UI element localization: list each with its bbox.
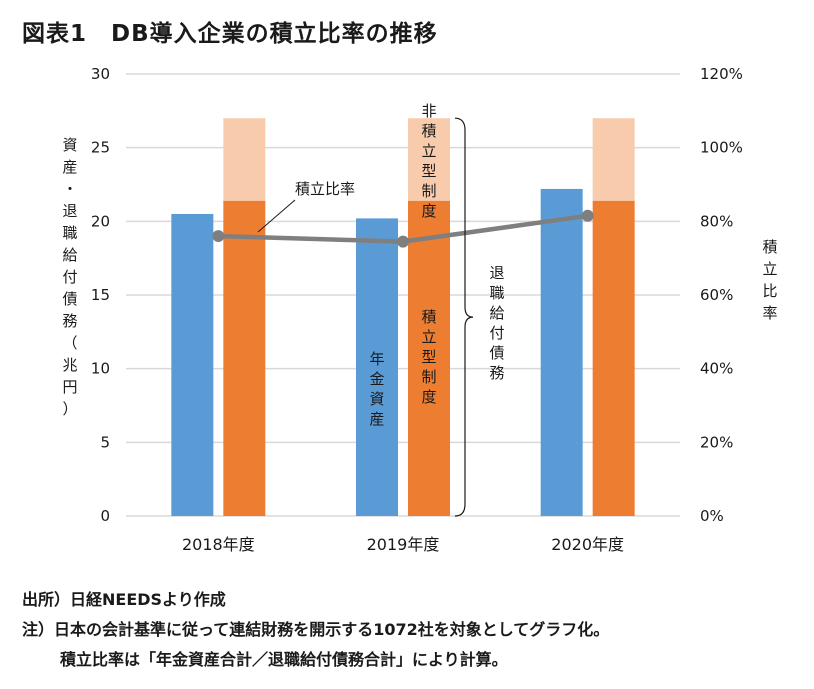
bar-funded-plan	[592, 200, 635, 516]
line-label: 積立比率	[295, 180, 355, 198]
y-tick-label: 10	[91, 360, 110, 378]
source-note: 出所）日経NEEDSより作成	[22, 590, 226, 609]
unfunded-label-char: 度	[421, 202, 436, 220]
brace-label-char: 務	[489, 364, 504, 382]
bar-unfunded-plan	[223, 118, 266, 201]
asset-label-char: 年	[369, 350, 384, 368]
brace-label-char: 債	[489, 344, 504, 362]
unfunded-label-char: 立	[421, 142, 436, 160]
funded-label-char: 度	[421, 388, 436, 406]
y-axis-title-char: 給	[62, 246, 77, 264]
y2-axis-title-char: 率	[762, 304, 777, 322]
y2-tick-label: 100%	[700, 139, 743, 157]
y-axis-title-char: 産	[62, 158, 77, 176]
y-tick-label: 5	[100, 433, 110, 451]
y-axis-title-char: 務	[62, 312, 77, 330]
asset-label-char: 金	[369, 370, 384, 388]
bar-unfunded-plan	[592, 118, 635, 201]
asset-label: 年金資産	[369, 350, 384, 428]
bar-pension-assets	[356, 218, 398, 517]
y-axis-title-char: 退	[62, 202, 77, 220]
asset-label-char: 産	[369, 410, 384, 428]
funding-ratio-line	[212, 209, 594, 248]
y-axis-title-char: 職	[62, 224, 77, 242]
y-axis-title: 資産・退職給付債務 （ 兆円 ）	[62, 136, 77, 418]
x-tick-label: 2019年度	[367, 535, 440, 554]
funded-label-char: 制	[421, 368, 436, 386]
y-tick-label: 25	[91, 139, 110, 157]
y2-axis-title-char: 積	[762, 238, 777, 256]
y-axis-title-char: 円	[62, 378, 77, 396]
asset-label-char: 資	[369, 390, 384, 408]
y2-tick-label: 20%	[700, 433, 733, 451]
brace-label: 退職給付債務	[489, 264, 504, 382]
brace-label-char: 付	[489, 324, 504, 342]
note-2: 積立比率は「年金資産合計／退職給付債務合計」により計算。	[60, 650, 508, 669]
y-axis-title-char: 債	[62, 290, 77, 308]
funding-ratio-point	[212, 230, 225, 243]
y2-axis-title: 積立比率	[762, 238, 777, 322]
unfunded-label-char: 型	[421, 162, 436, 180]
grid	[126, 73, 680, 517]
bars	[171, 118, 635, 517]
debt-brace	[454, 117, 474, 517]
funded-label-char: 型	[421, 348, 436, 366]
labels: 0 0% 5 20% 10 40% 15 60% 20 80% 25 100% 30 120% 2018年度…	[62, 65, 777, 554]
note-1: 注）日本の会計基準に従って連結財務を開示する1072社を対象としてグラフ化。	[22, 620, 610, 639]
y2-tick-label: 120%	[700, 65, 743, 83]
bar-funded-plan	[223, 200, 266, 516]
y-axis-title-char: ）	[62, 400, 77, 418]
bar-pension-assets	[171, 213, 214, 516]
chart: 0 0% 5 20% 10 40% 15 60% 20 80% 25 100% 30 120% 2018年度…	[62, 65, 777, 554]
funding-ratio-point	[581, 209, 594, 222]
unfunded-label-char: 制	[421, 182, 436, 200]
x-tick-label: 2020年度	[551, 535, 624, 554]
y-tick-label: 20	[91, 212, 110, 230]
y-tick-label: 0	[100, 507, 110, 525]
bar-unfunded-plan	[408, 118, 450, 201]
y2-tick-label: 40%	[700, 360, 733, 378]
y2-tick-label: 80%	[700, 212, 733, 230]
unfunded-label-char: 積	[421, 122, 436, 140]
funded-label-char: 積	[421, 308, 436, 326]
y-axis-title-char: 兆	[62, 356, 77, 374]
brace-label-char: 退	[489, 264, 504, 282]
y-tick-label: 15	[91, 286, 110, 304]
y2-tick-label: 0%	[700, 507, 724, 525]
unfunded-label-char: 非	[421, 102, 436, 120]
y2-axis-title-char: 立	[762, 260, 777, 278]
line-label-leader	[257, 199, 296, 233]
y-axis-title-char: ・	[62, 180, 77, 198]
y2-axis-title-char: 比	[762, 282, 777, 300]
x-tick-label: 2018年度	[182, 535, 255, 554]
y-axis-title-char: （	[62, 334, 77, 352]
brace-label-char: 給	[489, 304, 504, 322]
y2-tick-label: 60%	[700, 286, 733, 304]
bar-funded-plan	[408, 200, 450, 516]
chart-title: 図表1 DB導入企業の積立比率の推移	[22, 21, 438, 47]
y-axis-title-char: 資	[62, 136, 77, 154]
y-axis-title-char: 付	[62, 268, 77, 286]
funded-label-char: 立	[421, 328, 436, 346]
brace-label-char: 職	[489, 284, 504, 302]
y-tick-label: 30	[91, 65, 110, 83]
funding-ratio-point	[397, 235, 409, 248]
bar-pension-assets	[540, 188, 583, 517]
